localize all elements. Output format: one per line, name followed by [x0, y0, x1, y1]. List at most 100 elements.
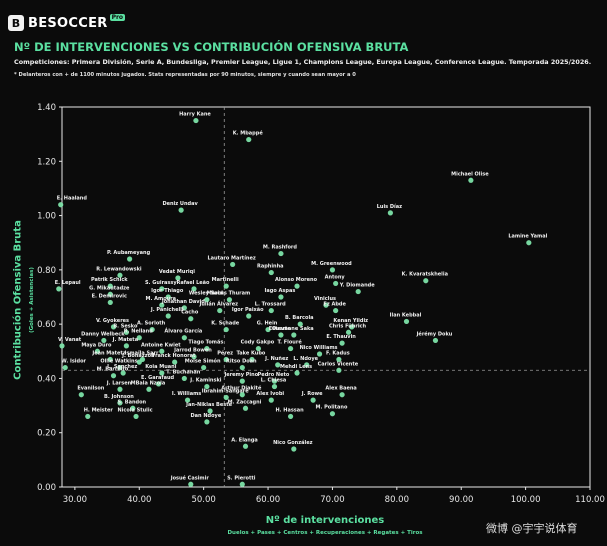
data-point — [278, 294, 284, 300]
point-label: Dan Ndoye — [191, 413, 222, 419]
point-label: Y. Diomande — [339, 283, 375, 289]
data-point — [59, 343, 65, 349]
y-axis-label: Contribución Ofensiva Bruta — [12, 220, 24, 380]
data-point — [223, 283, 229, 289]
point-label: Chris Führich — [329, 323, 367, 329]
point-label: F. Kadus — [326, 350, 350, 356]
point-label: Josué Casimir — [170, 474, 210, 481]
logo-icon: B — [8, 15, 24, 31]
data-point — [175, 275, 181, 281]
point-label: Ritso Doan — [226, 359, 257, 365]
point-label: Tiago Tomás — [188, 339, 223, 346]
data-point — [310, 397, 316, 403]
point-label: Michael Olise — [451, 171, 489, 177]
point-label: S. Guirassy — [145, 280, 177, 286]
data-point — [178, 207, 184, 213]
y-tick-label: 0.80 — [37, 266, 56, 276]
point-label: Nico Williams — [300, 345, 338, 351]
data-point — [268, 307, 274, 314]
data-point — [278, 250, 284, 257]
point-label: Kenan Yildiz — [333, 318, 368, 324]
point-label: Lamine Yamal — [508, 234, 547, 240]
point-label: Rafael Leão — [176, 280, 210, 286]
point-label: H. Meister — [84, 407, 114, 413]
data-point — [207, 408, 213, 414]
data-point — [127, 256, 133, 262]
point-label: B. Sesko — [113, 323, 138, 329]
point-label: K. Schade — [211, 321, 240, 327]
point-label: Luis Díaz — [377, 203, 402, 210]
data-point — [123, 343, 129, 349]
data-point — [136, 335, 142, 341]
point-label: J. Nuñez — [264, 356, 288, 362]
data-point — [239, 364, 245, 371]
data-point — [423, 278, 429, 284]
point-label: Evanilson — [77, 386, 104, 392]
data-point — [355, 288, 361, 295]
data-point — [223, 356, 229, 363]
data-point — [201, 364, 207, 371]
data-point — [181, 335, 187, 341]
logo-pro-badge: Pro — [109, 13, 126, 21]
data-point — [339, 340, 345, 346]
data-point — [294, 283, 300, 289]
point-label: R. Nelland — [124, 329, 154, 335]
point-label: Jean Mateta — [91, 350, 126, 356]
data-point — [268, 397, 274, 403]
point-label: B. Barcola — [285, 315, 314, 321]
data-point — [204, 383, 210, 390]
point-label: T. Buchanan — [166, 369, 200, 375]
point-label: Alex Baena — [325, 386, 356, 392]
data-point — [149, 326, 155, 333]
point-label: Jan-Niklas Beste — [185, 402, 232, 408]
logo-wordmark: BESOCCER — [28, 15, 108, 31]
y-tick-label: 0.20 — [37, 429, 56, 439]
competitions-subtitle: Competiciones: Primera División, Serie A… — [14, 58, 592, 66]
data-point — [333, 307, 339, 314]
data-point — [246, 136, 252, 143]
data-point — [304, 362, 310, 368]
data-point — [165, 294, 171, 300]
data-point — [242, 443, 249, 449]
point-label: E. Lepaul — [55, 280, 81, 286]
y-tick-label: 0.00 — [37, 483, 56, 493]
point-label: MBala Nzola — [131, 380, 166, 386]
data-point — [181, 375, 187, 382]
data-point — [117, 272, 123, 278]
point-label: J. Rowe — [301, 391, 323, 397]
data-point — [271, 383, 278, 390]
footnote: * Delanteros con + de 1100 minutos jugad… — [14, 72, 356, 78]
data-point — [133, 413, 139, 420]
data-point — [110, 324, 117, 330]
data-point — [246, 313, 252, 319]
point-label: L. Sanchez — [107, 364, 137, 370]
point-label: Franck Honorat — [152, 353, 196, 359]
data-point — [336, 367, 342, 373]
chart-title: Nº DE INTERVENCIONES VS CONTRIBUCIÓN OFE… — [14, 40, 409, 54]
point-label: Marcus Thuram — [207, 291, 251, 297]
data-point — [123, 329, 129, 335]
point-label: K. Mbappé — [233, 130, 264, 137]
data-point — [110, 373, 117, 379]
point-label: Martinelli — [212, 277, 239, 283]
data-point — [107, 283, 113, 289]
data-point — [255, 345, 261, 352]
point-label: Viniclus — [314, 296, 336, 302]
data-point — [316, 351, 323, 357]
data-point — [58, 202, 64, 208]
point-label: Nico González — [273, 439, 313, 446]
besoccer-logo: B BESOCCER Pro — [8, 13, 126, 31]
point-label: Moise Simón — [185, 358, 221, 365]
data-point — [204, 345, 210, 352]
point-label: Cody Gakpo — [241, 340, 275, 346]
point-label: V. Vanat — [58, 337, 82, 343]
point-label: Ibrahim Sangaré — [202, 387, 249, 394]
data-point — [159, 370, 165, 376]
data-point — [85, 413, 91, 420]
point-label: Jérémy Doku — [416, 330, 453, 337]
data-point — [526, 240, 532, 246]
data-point — [249, 356, 255, 363]
x-tick-label: 90.00 — [449, 495, 473, 505]
data-point — [323, 302, 329, 308]
